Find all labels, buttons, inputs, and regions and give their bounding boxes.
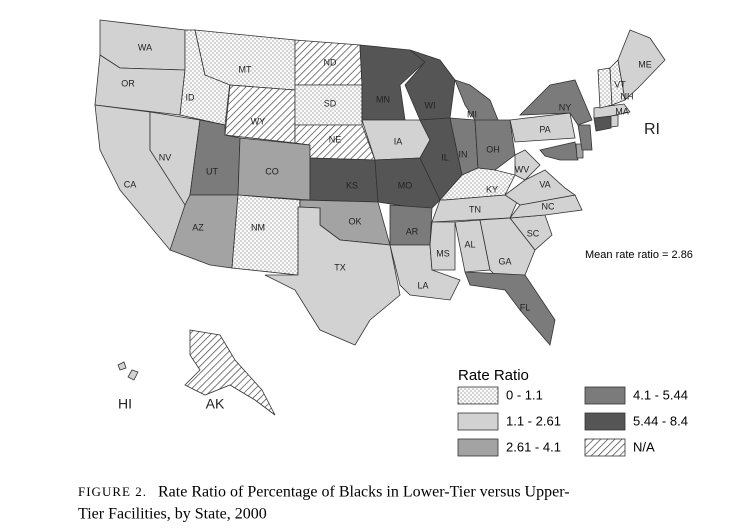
legend-swatch [584,438,626,457]
state-label: WA [138,42,152,52]
caption-label: FIGURE 2. [78,484,147,499]
legend-label: N/A [633,439,655,454]
state [509,112,576,143]
state [224,84,296,144]
state [231,194,301,276]
legend-label: 2.61 - 4.1 [506,439,561,454]
legend-swatch [584,386,626,405]
state-label: CO [265,166,279,176]
state-label: RI [644,121,660,138]
state-label: FL [520,302,531,312]
state-label: OR [121,78,135,88]
state [429,221,456,271]
legend-swatch [457,412,499,431]
state-label: NV [159,152,172,162]
state [184,329,276,416]
state-labels: WA OR CA NV ID MT WY UT AZ CO NM ND SD NE KS OK TX MN IA MO… [118,42,660,411]
legend-label: 1.1 - 2.61 [506,413,561,428]
state-label: MN [376,94,390,104]
legend-label: 0 - 1.1 [506,387,543,402]
state-label: NH [621,91,634,101]
state [454,79,501,126]
state [593,115,612,132]
state [514,149,541,181]
state-label: ME [638,59,652,69]
state-label: MI [467,109,477,119]
state-label: VA [539,179,550,189]
legend-label: 5.44 - 8.4 [633,413,688,428]
state-label: SD [324,98,337,108]
state [474,119,516,171]
state-label: IL [441,152,449,162]
state-label: WV [515,164,530,174]
state-label: KY [486,184,498,194]
state [518,79,593,126]
state-label: NC [542,201,555,211]
state-label: NM [251,222,265,232]
legend-swatch [457,438,499,457]
state-label: AK [206,396,225,412]
state-label: PA [539,124,550,134]
state-label: UT [206,166,218,176]
state-label: IN [459,149,468,159]
state-label: VT [614,79,626,89]
states [94,19,666,416]
state-label: MS [436,248,450,258]
state [617,29,666,101]
state-label: MA [615,106,629,116]
state-label: IA [394,136,403,146]
legend-title: Rate Ratio [458,367,529,384]
state [509,194,583,219]
state [610,114,619,128]
state-label: MO [398,180,413,190]
state [577,124,593,151]
state-label: HI [118,396,132,412]
state-label: AZ [192,222,204,232]
state [264,206,401,346]
legend: 0 - 1.1 1.1 - 2.61 2.61 - 4.1 4.1 - 5.44 5.4… [457,386,688,457]
state [127,369,139,381]
legend-swatch [457,386,499,405]
state-label: AR [406,226,419,236]
state-label: WY [251,116,266,126]
caption-line: Rate Ratio of Percentage of Blacks in Lo… [158,484,570,501]
caption-line: Tier Facilities, by State, 2000 [78,506,267,523]
state-label: TN [469,204,481,214]
state-label: NE [329,134,342,144]
state-label: NY [559,102,572,112]
state [597,67,613,109]
state [464,271,556,346]
state-label: ND [324,57,337,67]
legend-swatch [584,412,626,431]
state-label: WI [425,100,436,110]
state [309,157,379,203]
legend-label: 4.1 - 5.44 [633,387,688,402]
state-label: LA [417,280,428,290]
state-label: KS [346,180,358,190]
state-label: ID [186,92,196,102]
state-label: OH [486,144,500,154]
state-label: SC [527,228,540,238]
state [539,141,579,161]
state-label: AL [464,239,475,249]
state-label: CA [124,179,137,189]
annotation: Mean rate ratio = 2.86 [585,249,693,261]
state-label: OK [348,216,361,226]
state [374,157,441,211]
state [389,204,433,246]
state-label: TX [334,262,346,272]
state-label: GA [498,256,511,266]
state [117,361,127,371]
state-label: MT [239,64,252,74]
